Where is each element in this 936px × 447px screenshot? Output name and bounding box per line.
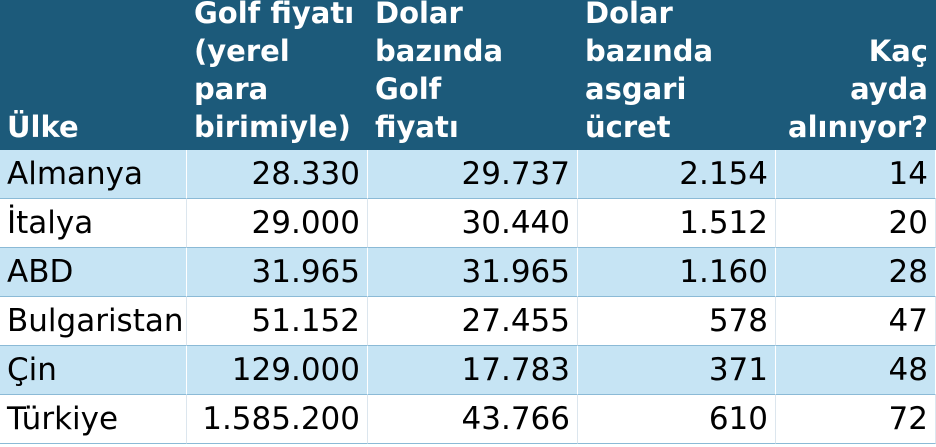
cell-country: Çin (0, 346, 187, 395)
cell-months-needed: 28 (776, 248, 936, 297)
cell-months-needed: 72 (776, 395, 936, 444)
cell-min-wage-usd: 1.160 (578, 248, 776, 297)
cell-min-wage-usd: 578 (578, 297, 776, 346)
cell-months-needed: 14 (776, 150, 936, 199)
header-months-needed: Kaç ayda alınıyor? (776, 0, 936, 150)
cell-golf-price-local: 31.965 (187, 248, 368, 297)
cell-min-wage-usd: 2.154 (578, 150, 776, 199)
cell-country: ABD (0, 248, 187, 297)
cell-golf-price-usd: 31.965 (368, 248, 578, 297)
cell-months-needed: 47 (776, 297, 936, 346)
cell-country: İtalya (0, 199, 187, 248)
cell-golf-price-usd: 29.737 (368, 150, 578, 199)
header-min-wage-usd: Dolar bazında asgari ücret (578, 0, 776, 150)
cell-country: Türkiye (0, 395, 187, 444)
cell-min-wage-usd: 1.512 (578, 199, 776, 248)
cell-golf-price-usd: 17.783 (368, 346, 578, 395)
header-golf-price-local: Golf fiyatı (yerel para birimiyle) (187, 0, 368, 150)
cell-min-wage-usd: 610 (578, 395, 776, 444)
cell-golf-price-local: 129.000 (187, 346, 368, 395)
header-country: Ülke (0, 0, 187, 150)
cell-golf-price-local: 28.330 (187, 150, 368, 199)
cell-country: Bulgaristan (0, 297, 187, 346)
cell-months-needed: 20 (776, 199, 936, 248)
cell-country: Almanya (0, 150, 187, 199)
cell-min-wage-usd: 371 (578, 346, 776, 395)
cell-golf-price-local: 29.000 (187, 199, 368, 248)
cell-months-needed: 48 (776, 346, 936, 395)
cell-golf-price-usd: 30.440 (368, 199, 578, 248)
cell-golf-price-local: 51.152 (187, 297, 368, 346)
header-golf-price-usd: Dolar bazında Golf fiyatı (368, 0, 578, 150)
cell-golf-price-usd: 43.766 (368, 395, 578, 444)
cell-golf-price-usd: 27.455 (368, 297, 578, 346)
cell-golf-price-local: 1.585.200 (187, 395, 368, 444)
